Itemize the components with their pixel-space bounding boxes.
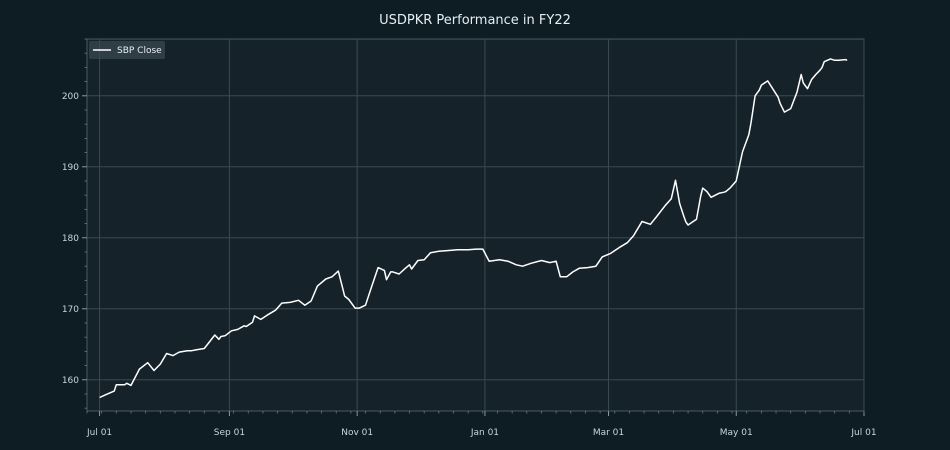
x-tick-label: Jul 01 bbox=[86, 428, 112, 438]
y-tick-label: 180 bbox=[62, 234, 79, 244]
series-line-sbp-close bbox=[99, 58, 848, 399]
legend-label: SBP Close bbox=[117, 46, 162, 56]
plot-area bbox=[86, 38, 865, 412]
y-tick-label: 200 bbox=[62, 92, 79, 102]
y-tick-label: 190 bbox=[62, 163, 79, 173]
y-tick-label: 160 bbox=[62, 376, 79, 386]
y-tick-label: 170 bbox=[62, 305, 79, 315]
x-axis: Jul 01 Sep 01 Nov 01 Jan 01 Mar 01 May 01 Jul … bbox=[86, 411, 877, 438]
x-tick-label: May 01 bbox=[720, 428, 753, 438]
grid bbox=[87, 39, 865, 411]
x-tick-label: Mar 01 bbox=[593, 428, 624, 438]
legend-box bbox=[89, 41, 165, 59]
x-tick-label: Jul 01 bbox=[850, 428, 876, 438]
x-tick-label: Nov 01 bbox=[341, 428, 373, 438]
x-tick-label: Sep 01 bbox=[214, 428, 245, 438]
y-axis: 160 170 180 190 200 bbox=[62, 38, 87, 409]
x-tick-label: Jan 01 bbox=[470, 428, 499, 438]
chart-title: USDPKR Performance in FY22 bbox=[379, 13, 571, 28]
legend: SBP Close bbox=[89, 41, 165, 59]
